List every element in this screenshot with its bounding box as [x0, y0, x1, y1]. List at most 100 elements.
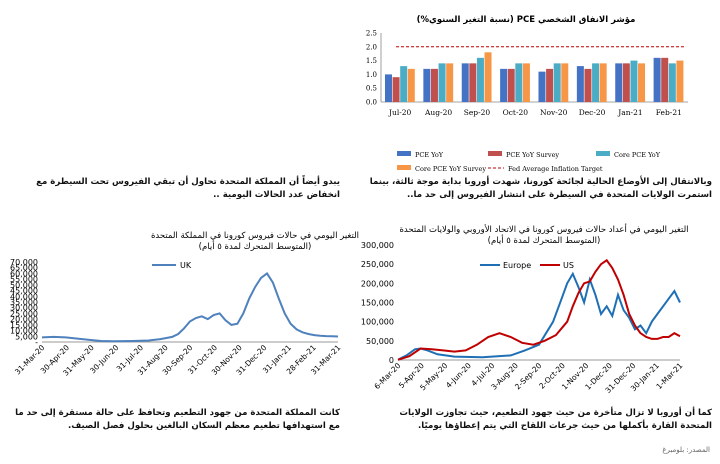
pce-x-tick-label: Oct-20	[503, 108, 529, 117]
pce-bar	[461, 63, 469, 102]
euus-y-tick-label: 250,000	[361, 260, 394, 269]
euus-y-tick-label: 300,000	[361, 241, 394, 250]
source-footer: المصدر: بلومبرغ	[662, 446, 710, 454]
uk-y-tick-label: 45,000	[10, 287, 38, 296]
pce-y-tick-label: 2.5	[366, 30, 377, 38]
pce-bar	[599, 63, 607, 102]
pce-x-tick-label: Jul-20	[388, 108, 412, 117]
euus-y-tick-label: 0	[389, 356, 394, 365]
pce-y-tick-label: 1.0	[366, 71, 377, 79]
pce-x-tick-label: Jan-21	[617, 108, 642, 117]
uk-legend-label: UK	[180, 261, 192, 270]
pce-bar	[661, 57, 669, 102]
uk-line-chart: التغير اليومي في حالات فيروس كورونا في ا…	[10, 231, 359, 378]
pce-bar	[592, 63, 600, 102]
pce-bar	[476, 57, 484, 102]
pce-bar	[423, 68, 431, 102]
uk-y-tick-label: 15,000	[10, 321, 38, 330]
pce-bar	[538, 71, 546, 102]
uk-y-tick-label: 5,000	[15, 332, 38, 341]
legend-swatch-core-pce-yoy	[596, 151, 610, 156]
pce-x-tick-label: Dec-20	[579, 108, 606, 117]
pce-y-tick-label: 0.0	[366, 99, 377, 107]
legend-core-pce-yoy: Core PCE YoY	[614, 151, 661, 159]
uk-y-tick-label: 25,000	[10, 309, 38, 318]
pce-bar	[507, 68, 515, 102]
us-legend-label: US	[563, 261, 574, 270]
euus-chart-subtitle: (المتوسط المتحرك لمدة ٥ أيام)	[488, 234, 601, 246]
uk-series-line	[41, 271, 339, 343]
uk-x-axis: 31-Mar-2030-Apr-2031-May-2030-Jun-2031-J…	[13, 343, 343, 378]
pce-x-tick-label: Feb-21	[656, 108, 682, 117]
europe-legend-label: Europe	[503, 261, 531, 270]
pce-bar	[469, 63, 477, 102]
paragraph-uk: يبدو أيضاً أن المملكة المتحدة تحاول أن ت…	[36, 177, 340, 200]
euus-y-tick-label: 100,000	[361, 318, 394, 327]
pce-chart-title: مؤشر الانفاق الشخصي PCE (نسبة التغير الس…	[417, 15, 636, 25]
pce-bar	[430, 68, 438, 102]
pce-bar	[676, 60, 684, 102]
pce-bar	[522, 63, 530, 102]
uk-y-tick-label: 40,000	[10, 292, 38, 301]
pce-bar	[392, 77, 400, 102]
pce-bar	[630, 60, 638, 102]
euus-y-tick-label: 150,000	[361, 299, 394, 308]
uk-y-tick-label: 65,000	[10, 264, 38, 273]
uk-y-tick-label: 70,000	[10, 258, 38, 267]
pce-bar	[622, 63, 630, 102]
pce-bar	[384, 74, 392, 102]
pce-bar	[653, 57, 661, 102]
pce-y-tick-label: 0.5	[366, 85, 377, 93]
pce-bar	[553, 63, 561, 102]
euus-x-tick-label: 6-Mar-20	[372, 361, 402, 391]
pce-bar	[446, 63, 454, 102]
pce-legend: PCE YoY PCE YoY Survey Core PCE YoY Core…	[397, 151, 661, 173]
pce-x-tick-label: Nov-20	[540, 108, 568, 117]
legend-pce-yoy-survey: PCE YoY Survey	[506, 151, 559, 159]
pce-bar	[546, 68, 554, 102]
pce-bar	[668, 63, 676, 102]
uk-y-tick-label: 30,000	[10, 304, 38, 313]
us-series-line	[397, 258, 681, 361]
pce-y-tick-label: 1.5	[366, 57, 377, 65]
legend-pce-yoy: PCE YoY	[415, 151, 444, 159]
euus-y-tick-label: 200,000	[361, 279, 394, 288]
uk-y-tick-label: 60,000	[10, 269, 38, 278]
euus-y-axis: 0 50,000 100,000 150,000 200,000 250,000 300,0…	[361, 241, 680, 365]
pce-bars	[384, 52, 684, 102]
legend-swatch-pce-yoy	[397, 151, 411, 156]
pce-bar	[561, 63, 569, 102]
euus-x-axis: 6-Mar-205-Apr-205-May-204-Jun-204-Jul-20…	[372, 361, 684, 395]
pce-y-tick-label: 2.0	[366, 43, 377, 51]
uk-y-tick-label: 55,000	[10, 275, 38, 284]
pce-bar	[407, 68, 415, 102]
legend-fed-target: Fed Average Inflation Target	[508, 165, 603, 173]
uk-y-tick-label: -	[35, 338, 38, 347]
uk-y-tick-label: 10,000	[10, 327, 38, 336]
pce-bar	[584, 68, 592, 102]
legend-swatch-pce-yoy-survey	[488, 151, 502, 156]
euus-chart-title: التغير اليومي في أعداد حالات فيروس كورون…	[399, 223, 688, 235]
pce-bar	[400, 66, 408, 102]
pce-x-tick-label: Sep-20	[464, 108, 491, 117]
euus-x-tick-label: 4-Jun-20	[444, 361, 473, 390]
pce-bar	[638, 63, 646, 102]
pce-x-tick-label: Aug-20	[424, 108, 452, 117]
uk-y-tick-label: 50,000	[10, 281, 38, 290]
paragraph-vaccination-europe: كما أن أوروبا لا تزال متأخرة من حيث جهود…	[399, 408, 712, 431]
euus-y-tick-label: 50,000	[366, 337, 394, 346]
pce-bar	[576, 66, 584, 102]
pce-bar	[500, 68, 508, 102]
pce-bar	[438, 63, 446, 102]
paragraph-vaccination-uk: كانت المملكة المتحدة من جهود التطعيم وتح…	[15, 408, 340, 431]
paragraph-europe-us: وبالانتقال إلى الأوضاع الحالية لجائحة كو…	[369, 177, 712, 200]
legend-core-pce-yoy-survey: Core PCE YoY Survey	[415, 165, 486, 173]
legend-swatch-core-pce-yoy-survey	[397, 165, 411, 170]
euus-x-tick-label: 1-Mar-21	[654, 361, 684, 391]
uk-chart-title: التغير اليومي في حالات فيروس كورونا في ا…	[151, 231, 359, 241]
pce-bar	[484, 52, 492, 102]
pce-bar-chart: مؤشر الانفاق الشخصي PCE (نسبة التغير الس…	[366, 15, 688, 173]
uk-y-axis: -5,00010,00015,00020,00025,00030,00035,0…	[10, 258, 338, 347]
pce-bar	[615, 63, 623, 102]
uk-y-tick-label: 35,000	[10, 298, 38, 307]
